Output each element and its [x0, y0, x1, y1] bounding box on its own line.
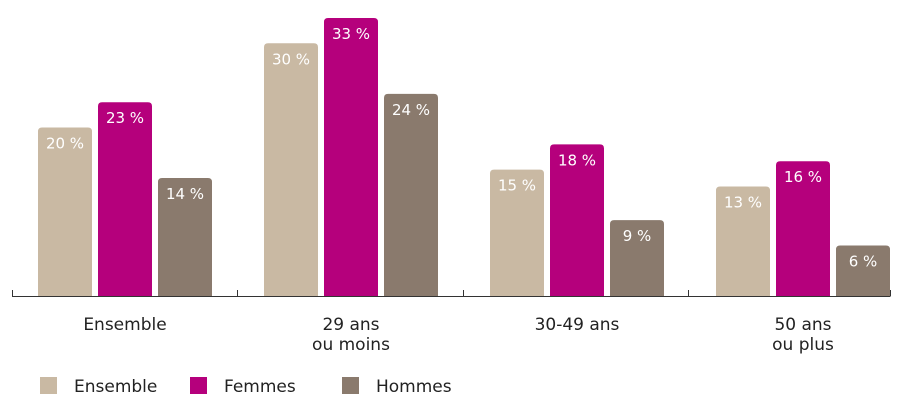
bar-value-label: 24 %: [392, 101, 430, 119]
legend-swatch-femmes: [190, 377, 207, 394]
category-label: 29 ans: [322, 315, 379, 335]
category-label: ou moins: [312, 335, 390, 355]
x-axis: [12, 290, 891, 297]
bar-ensemble-1: [264, 43, 318, 296]
bar-value-label: 33 %: [332, 25, 370, 43]
bar-femmes-1: [324, 18, 378, 296]
bar-value-label: 23 %: [106, 109, 144, 127]
bar-value-label: 16 %: [784, 168, 822, 186]
legend: Ensemble Femmes Hommes: [40, 377, 452, 397]
legend-swatch-ensemble: [40, 377, 57, 394]
bar-ensemble-3: [716, 186, 770, 296]
bar-value-label: 9 %: [623, 227, 652, 245]
bar-hommes-2: [610, 220, 664, 296]
bar-value-label: 14 %: [166, 185, 204, 203]
bar-value-label: 30 %: [272, 50, 310, 68]
bar-ensemble-2: [490, 169, 544, 296]
category-label: Ensemble: [83, 315, 166, 335]
bar-value-label: 6 %: [849, 252, 878, 270]
legend-label-femmes: Femmes: [224, 377, 296, 397]
bar-value-label: 13 %: [724, 193, 762, 211]
category-label: 50 ans: [774, 315, 831, 335]
category-label: ou plus: [772, 335, 834, 355]
bar-value-label: 18 %: [558, 151, 596, 169]
bar-femmes-3: [776, 161, 830, 296]
bar-hommes-0: [158, 178, 212, 296]
category-label: 30-49 ans: [535, 315, 620, 335]
bar-femmes-2: [550, 144, 604, 296]
bar-hommes-3: [836, 245, 890, 296]
bar-ensemble-0: [38, 127, 92, 296]
bar-value-label: 15 %: [498, 177, 536, 195]
legend-swatch-hommes: [342, 377, 359, 394]
bar-femmes-0: [98, 102, 152, 296]
legend-label-ensemble: Ensemble: [74, 377, 157, 397]
legend-label-hommes: Hommes: [376, 377, 452, 397]
bars-group: 20 % 23 % 14 % 30 % 33 % 24 % 15 % 18 % 9 % 13 % 1…: [38, 18, 890, 297]
bar-hommes-1: [384, 93, 438, 297]
bar-value-label: 20 %: [46, 135, 84, 153]
